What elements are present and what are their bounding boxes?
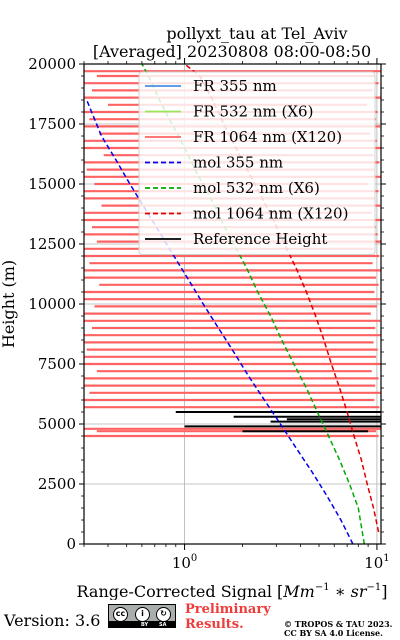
copyright-note: © TROPOS & TAU 2023. CC BY SA 4.0 Licens… [284, 620, 392, 638]
x-axis-label: Range-Corrected Signal [Mm−1 ∗ sr−1] [76, 582, 387, 600]
y-tick-label: 5000 [38, 415, 76, 433]
series-line [184, 64, 380, 533]
version-label: Version: 3.6 [4, 611, 101, 630]
x-tick-label: 100 [172, 553, 197, 572]
legend-label: Reference Height [193, 230, 327, 248]
cc-by-label: BY [141, 622, 149, 628]
cc-license-badge[interactable]: cc i ↻ BY SA [108, 604, 176, 628]
legend-label: mol 532 nm (X6) [193, 179, 320, 197]
y-tick-label: 0 [66, 535, 76, 553]
y-tick-label: 15000 [28, 175, 76, 193]
legend-label: FR 1064 nm (X120) [193, 128, 342, 146]
cc-label-strip: BY SA [109, 621, 175, 628]
copyright-line-1: © TROPOS & TAU 2023. [284, 619, 393, 629]
y-tick-label: 12500 [28, 235, 76, 253]
chart-subtitle: [Averaged] 20230808 08:00-08:50 [93, 42, 371, 61]
share-alike-icon: ↻ [156, 607, 171, 622]
y-tick-label: 17500 [28, 115, 76, 133]
chart: pollyxt_tau at Tel_Aviv [Averaged] 20230… [0, 24, 390, 600]
legend-label: FR 355 nm [193, 77, 277, 95]
series-line [141, 64, 366, 544]
plot-area: 0 2500 5000 7500 10000 12500 15000 17500 20000 10… [28, 55, 389, 572]
legend-box [138, 71, 376, 255]
y-tick-label: 7500 [38, 355, 76, 373]
legend-label: mol 1064 nm (X120) [193, 205, 348, 223]
y-tick-label: 20000 [28, 55, 76, 73]
preliminary-note: Preliminary Results. [185, 602, 271, 632]
x-tick-label: 101 [364, 553, 389, 572]
preliminary-text: Preliminary [185, 602, 271, 617]
attribution-icon: i [135, 607, 150, 622]
cc-icon: cc [113, 607, 128, 622]
cc-sa-label: SA [159, 622, 167, 628]
copyright-line-2: CC BY SA 4.0 License. [284, 628, 383, 638]
series-line [86, 99, 354, 544]
legend-label: FR 532 nm (X6) [193, 103, 313, 121]
chart-title: pollyxt_tau at Tel_Aviv [166, 24, 347, 43]
y-tick-label: 2500 [38, 475, 76, 493]
y-axis-label: Height (m) [0, 260, 18, 348]
y-tick-label: 10000 [28, 295, 76, 313]
results-text: Results. [185, 617, 244, 632]
legend-label: mol 355 nm [193, 154, 283, 172]
